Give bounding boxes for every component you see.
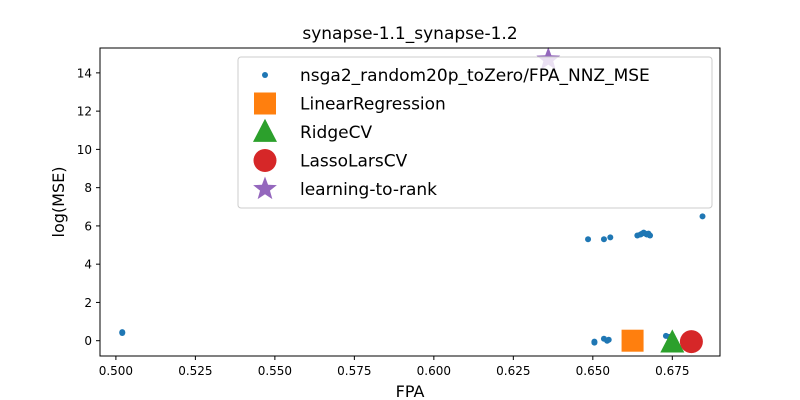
legend-marker-square (254, 92, 276, 115)
data-point-dot-0-4 (607, 234, 614, 241)
data-point-square-1-0 (621, 329, 644, 352)
legend-label: LassoLarsCV (300, 152, 408, 172)
data-point-circle-3-0 (679, 330, 703, 354)
plot-marks (119, 46, 706, 354)
x-tick-label: 0.650 (576, 364, 610, 378)
y-tick-label: 6 (84, 219, 92, 233)
x-tick-label: 0.675 (655, 364, 689, 378)
data-point-triangle-2-0 (660, 329, 685, 353)
y-tick-label: 14 (77, 66, 92, 80)
y-tick-label: 4 (84, 258, 92, 272)
x-tick-label: 0.575 (337, 364, 371, 378)
legend-marker-circle (253, 149, 277, 172)
legend-box (237, 56, 713, 209)
y-axis-ticks: 0 2 4 6 8 10 12 14 (77, 66, 100, 348)
data-point-dot-0-1 (119, 330, 126, 337)
legend-label: nsga2_random20p_toZero/FPA_NNZ_MSE (300, 66, 650, 86)
legend-marker-dot (262, 72, 268, 78)
x-axis-ticks: 0.500 0.525 0.550 0.575 0.600 0.625 0.650 0.675 (99, 356, 689, 378)
data-point-dot-0-6 (591, 339, 598, 346)
x-tick-label: 0.600 (417, 364, 451, 378)
data-point-dot-0-17 (647, 232, 654, 239)
x-axis-label: FPA (396, 382, 425, 400)
plot-frame (99, 47, 721, 357)
legend-marker-triangle (253, 118, 277, 142)
data-point-dot-0-2 (585, 236, 592, 243)
y-tick-label: 0 (84, 334, 92, 348)
y-tick-label: 10 (77, 143, 92, 157)
legend: nsga2_random20p_toZero/FPA_NNZ_MSE Linear… (237, 56, 713, 209)
x-tick-label: 0.500 (99, 364, 133, 378)
x-tick-label: 0.525 (178, 364, 212, 378)
legend-label: LinearRegression (300, 95, 446, 115)
x-tick-label: 0.550 (258, 364, 292, 378)
x-tick-label: 0.625 (496, 364, 530, 378)
chart-title: synapse-1.1_synapse-1.2 (302, 24, 517, 44)
y-tick-label: 8 (84, 181, 92, 195)
y-tick-label: 12 (77, 105, 92, 119)
legend-marker-star (253, 176, 277, 200)
legend-label: learning-to-rank (300, 180, 437, 200)
data-point-dot-0-20 (699, 213, 706, 220)
y-tick-label: 2 (84, 296, 92, 310)
data-point-dot-0-9 (605, 336, 612, 343)
legend-label: RidgeCV (300, 123, 372, 143)
y-axis-label: log(MSE) (49, 167, 68, 238)
data-point-dot-0-3 (600, 236, 607, 243)
